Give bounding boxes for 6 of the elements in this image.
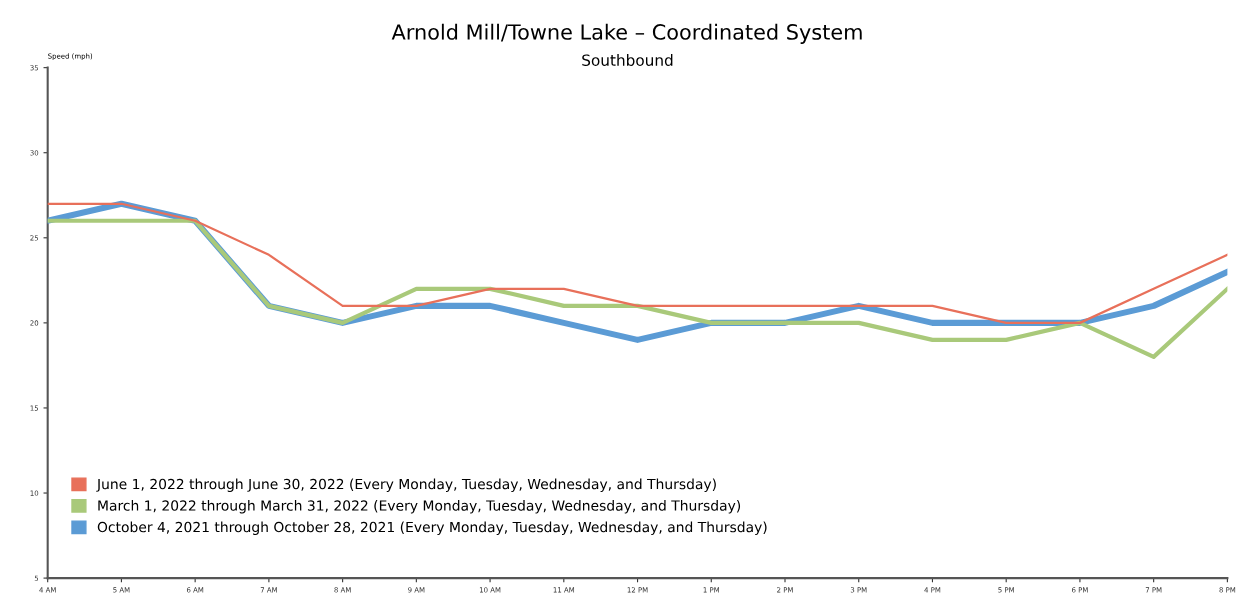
line-series xyxy=(47,218,1228,359)
legend-label: March 1, 2022 through March 31, 2022 (Every Monday, Tuesday, Wednesday, and Thursday) xyxy=(98,500,741,514)
legend-label: October 4, 2021 through October 28, 2021 (Every Monday, Tuesday, Wednesday, and Thursday) xyxy=(97,521,767,535)
chart-subtitle: Southbound xyxy=(582,54,673,66)
legend-label: June 1, 2022 through June 30, 2022 (Every Monday, Tuesday, Wednesday, and Thursday) xyxy=(96,478,716,492)
chart-title: Arnold Mill/Towne Lake – Coordinated System xyxy=(391,23,862,44)
